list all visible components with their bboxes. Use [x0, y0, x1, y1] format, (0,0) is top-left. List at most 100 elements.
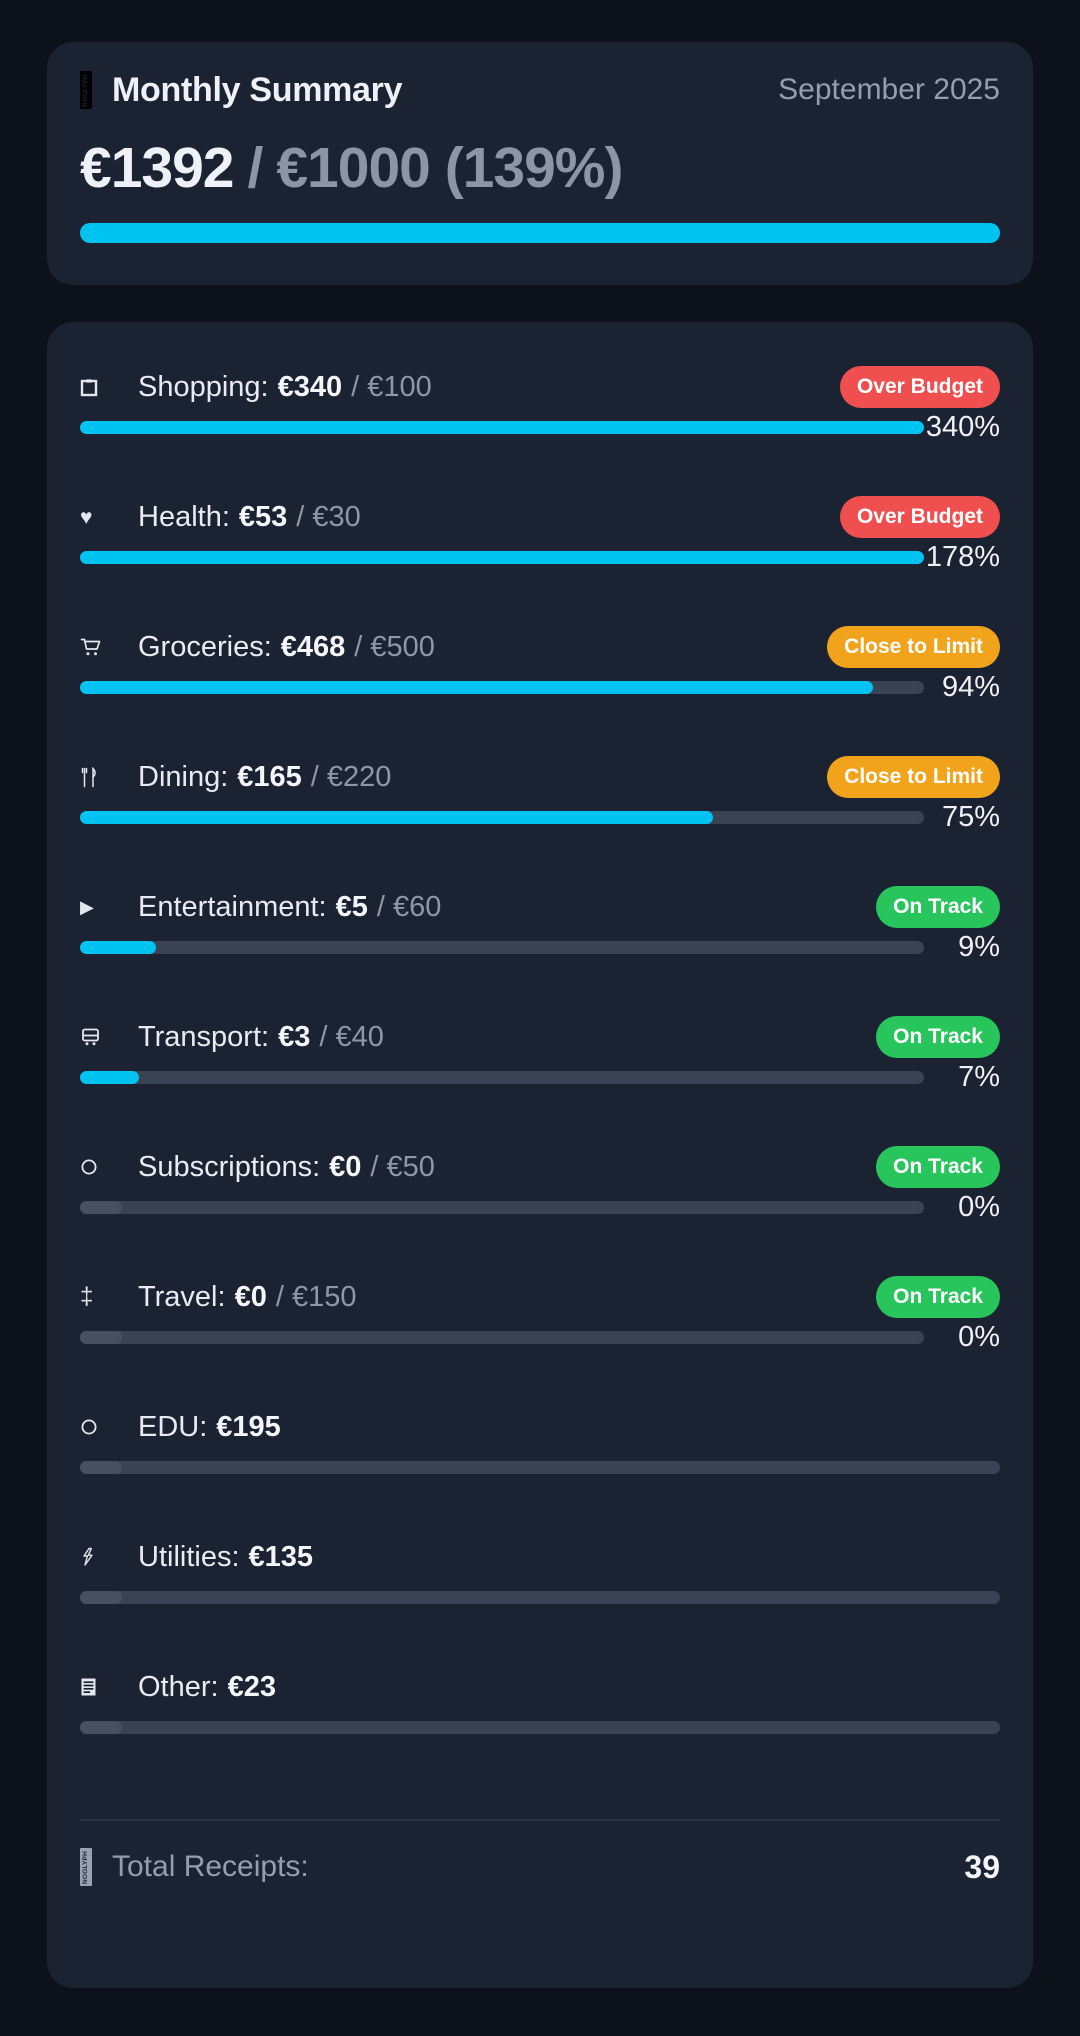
- total-budget-and-percent: €1000 (139%): [276, 136, 623, 200]
- total-receipts-value: 39: [964, 1848, 1000, 1885]
- category-spent: €0: [234, 1280, 267, 1313]
- category-progress-stub: [80, 1201, 122, 1214]
- category-percent-label: 0%: [958, 1191, 1000, 1223]
- category-budget: / €500: [354, 630, 435, 663]
- document-icon: [80, 1677, 138, 1697]
- status-badge: Over Budget: [839, 366, 1000, 408]
- category-percent-label: 75%: [941, 801, 1000, 833]
- category-name: Entertainment:: [138, 890, 327, 923]
- category-progress-track: [80, 551, 924, 564]
- shopping-bag-icon: [80, 377, 138, 397]
- status-badge: On Track: [876, 1016, 1000, 1058]
- status-badge: Close to Limit: [827, 756, 1000, 798]
- receipt-icon: NOGLYPH: [80, 1848, 92, 1886]
- category-spent: €165: [237, 760, 302, 793]
- category-percent-label: 9%: [958, 931, 1000, 963]
- category-progress-stub: [80, 1461, 122, 1474]
- category-budget: / €220: [310, 760, 392, 793]
- category-row: Dining: €165/ €220 Close to Limit 75%: [80, 756, 1000, 833]
- category-progress-track: [80, 1331, 924, 1344]
- category-spent: €3: [278, 1020, 311, 1053]
- totals-separator: /: [247, 136, 264, 200]
- category-spent: €135: [248, 1540, 314, 1573]
- utensils-icon: [80, 766, 138, 788]
- category-row: ▶ Entertainment: €5/ €60 On Track 9%: [80, 886, 1000, 963]
- category-percent-label: 340%: [925, 411, 1000, 443]
- total-receipts-row: NOGLYPH Total Receipts: 39: [80, 1845, 1000, 1889]
- category-breakdown-card: Shopping: €340/ €100 Over Budget 340% ♥ H…: [47, 322, 1033, 1988]
- category-progress-fill: [80, 1071, 140, 1084]
- status-badge: On Track: [876, 886, 1000, 928]
- category-progress-fill: [80, 421, 924, 434]
- total-spent: €1392: [80, 136, 235, 200]
- status-badge: Over Budget: [839, 496, 1000, 538]
- category-progress-track: [80, 1591, 1000, 1604]
- page-title: Monthly Summary: [112, 70, 403, 109]
- cart-icon: [80, 637, 138, 657]
- circle-icon: [80, 1158, 138, 1176]
- category-progress-track: [80, 811, 924, 824]
- category-progress-track: [80, 1461, 1000, 1474]
- category-budget: / €100: [351, 370, 432, 403]
- category-percent-label: 94%: [941, 671, 1000, 703]
- category-row: ♥ Health: €53/ €30 Over Budget 178%: [80, 496, 1000, 573]
- category-row: Transport: €3/ €40 On Track 7%: [80, 1016, 1000, 1093]
- receipt-icon: NOGLYPH: [80, 71, 92, 109]
- category-spent: €5: [335, 890, 368, 923]
- category-progress-track: [80, 681, 924, 694]
- category-row: ‡ Travel: €0/ €150 On Track 0%: [80, 1276, 1000, 1353]
- total-receipts-label: Total Receipts:: [112, 1850, 309, 1883]
- category-progress-fill: [80, 811, 713, 824]
- category-percent-label: 178%: [925, 541, 1000, 573]
- lightning-icon: [80, 1547, 138, 1567]
- category-budget: / €60: [376, 890, 442, 923]
- category-name: Dining:: [138, 760, 229, 793]
- category-progress-track: [80, 941, 924, 954]
- category-name: Utilities:: [138, 1540, 240, 1573]
- category-row: Subscriptions: €0/ €50 On Track 0%: [80, 1146, 1000, 1223]
- category-percent-label: 0%: [958, 1321, 1000, 1353]
- category-spent: €195: [216, 1410, 281, 1443]
- category-budget: / €30: [296, 500, 361, 533]
- category-name: Travel:: [138, 1280, 226, 1313]
- category-row: Other: €23: [80, 1667, 1000, 1734]
- category-budget: / €40: [319, 1020, 384, 1053]
- category-progress-fill: [80, 941, 156, 954]
- category-list: Shopping: €340/ €100 Over Budget 340% ♥ H…: [80, 355, 1000, 1734]
- play-icon: ▶: [80, 897, 94, 917]
- monthly-summary-card: NOGLYPH Monthly Summary September 2025 €…: [47, 42, 1033, 285]
- category-progress-fill: [80, 551, 924, 564]
- category-name: Groceries:: [138, 630, 272, 663]
- category-name: Health:: [138, 500, 230, 533]
- heart-icon: ♥: [80, 505, 93, 529]
- category-spent: €0: [329, 1150, 362, 1183]
- category-name: Shopping:: [138, 370, 269, 403]
- footer-divider: [80, 1819, 1000, 1821]
- status-badge: Close to Limit: [827, 626, 1000, 668]
- summary-progress-bar: [80, 223, 1000, 243]
- category-progress-stub: [80, 1331, 122, 1344]
- category-spent: €23: [227, 1670, 276, 1703]
- bus-icon: [80, 1027, 138, 1047]
- category-row: EDU: €195: [80, 1407, 1000, 1474]
- category-row: Groceries: €468/ €500 Close to Limit 94%: [80, 626, 1000, 703]
- period-label: September 2025: [778, 73, 1000, 106]
- circle-icon: [80, 1418, 138, 1436]
- category-progress-track: [80, 421, 924, 434]
- category-progress-stub: [80, 1591, 122, 1604]
- category-progress-track: [80, 1201, 924, 1214]
- summary-totals: €1392/€1000 (139%): [80, 140, 1000, 197]
- summary-header: NOGLYPH Monthly Summary September 2025: [80, 70, 1000, 110]
- category-budget: / €50: [370, 1150, 435, 1183]
- category-spent: €468: [280, 630, 346, 663]
- category-row: Utilities: €135: [80, 1537, 1000, 1604]
- category-progress-track: [80, 1721, 1000, 1734]
- category-name: Subscriptions:: [138, 1150, 321, 1183]
- category-spent: €340: [277, 370, 343, 403]
- category-name: EDU:: [138, 1410, 208, 1443]
- plane-icon: ‡: [80, 1283, 94, 1310]
- category-progress-track: [80, 1071, 924, 1084]
- category-percent-label: 7%: [958, 1061, 1000, 1093]
- status-badge: On Track: [876, 1276, 1000, 1318]
